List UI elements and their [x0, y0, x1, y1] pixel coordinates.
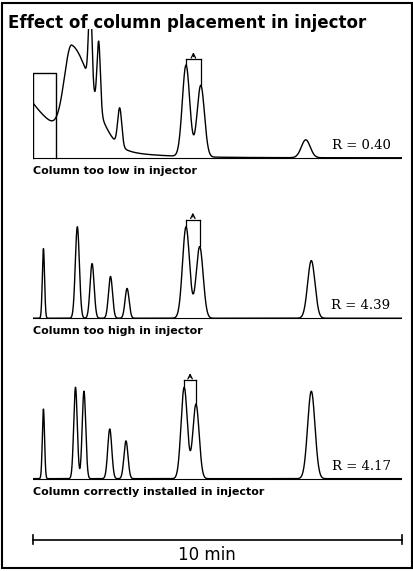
Text: Effect of column placement in injector: Effect of column placement in injector [8, 14, 366, 33]
Text: Column too low in injector: Column too low in injector [33, 166, 197, 176]
Text: R = 0.40: R = 0.40 [331, 139, 389, 152]
Text: 10 min: 10 min [178, 546, 235, 565]
Text: R = 4.39: R = 4.39 [330, 299, 389, 312]
Text: Column too high in injector: Column too high in injector [33, 327, 202, 336]
Text: R = 4.17: R = 4.17 [331, 460, 389, 473]
Text: Column correctly installed in injector: Column correctly installed in injector [33, 487, 264, 497]
